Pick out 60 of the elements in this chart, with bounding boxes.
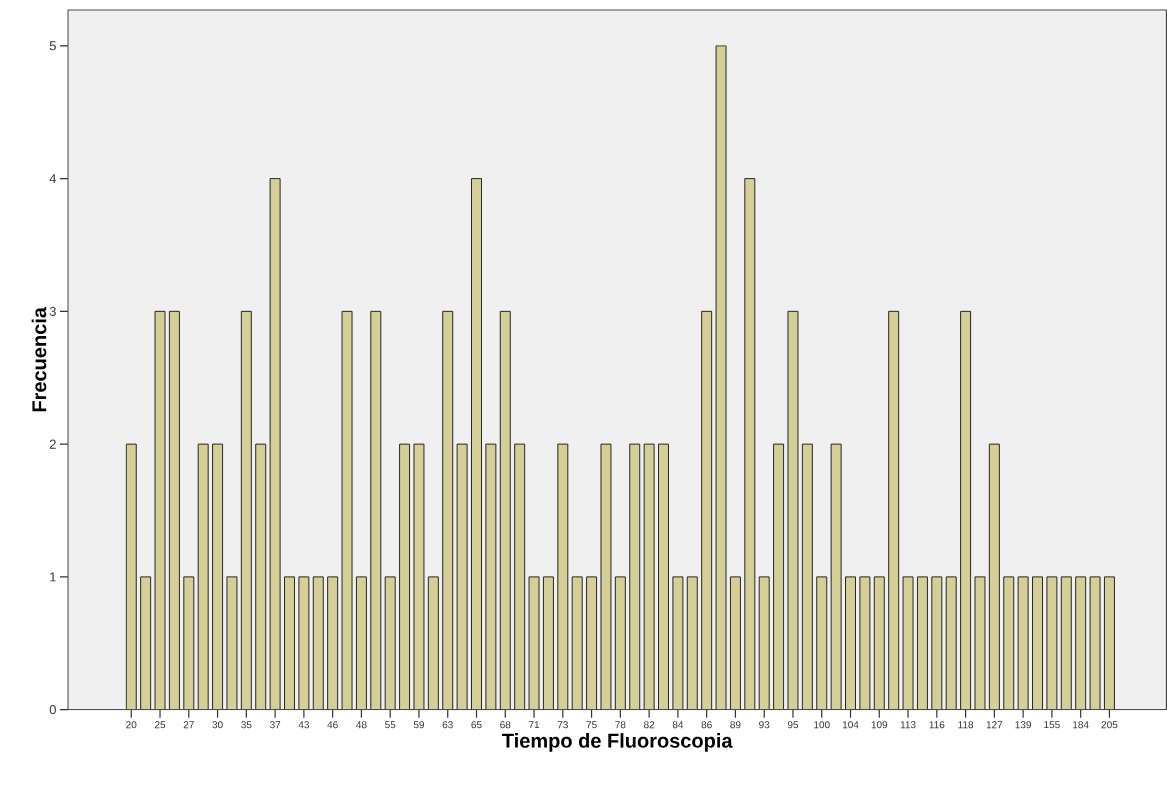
x-tick-label: 71 — [529, 721, 540, 729]
y-tick-label: 5 — [49, 41, 56, 51]
bar — [888, 311, 900, 710]
x-tick-label: 116 — [929, 721, 945, 729]
x-tick-label: 113 — [900, 721, 916, 729]
bar — [125, 443, 137, 710]
bar — [212, 443, 224, 710]
bar — [442, 311, 454, 710]
x-tick-label: 73 — [557, 721, 568, 729]
bar — [658, 443, 669, 710]
bar — [629, 443, 641, 710]
x-tick-label: 25 — [154, 721, 166, 729]
bar — [255, 443, 267, 710]
bar — [744, 178, 756, 710]
y-tick-label: 1 — [50, 572, 56, 582]
x-tick-label: 104 — [842, 721, 859, 729]
bar — [240, 311, 252, 710]
x-tick-label: 43 — [298, 721, 310, 729]
x-tick-label: 118 — [958, 721, 974, 729]
x-tick-label: 65 — [471, 721, 482, 729]
x-tick-label: 48 — [356, 721, 367, 729]
x-tick-label: 127 — [986, 721, 1003, 729]
x-tick-label: 93 — [759, 721, 770, 729]
bar — [801, 443, 813, 710]
x-tick-label: 95 — [787, 721, 799, 729]
y-axis-title: Frecuencia — [31, 307, 47, 412]
x-tick-label: 63 — [442, 721, 453, 729]
x-tick-label: 84 — [672, 721, 684, 729]
x-tick-label: 30 — [212, 721, 223, 729]
x-tick-label: 78 — [615, 721, 626, 729]
x-tick-label: 86 — [701, 721, 712, 729]
bar — [197, 443, 209, 710]
x-tick-label: 109 — [871, 721, 888, 729]
x-tick-label: 75 — [586, 721, 597, 729]
x-tick-label: 100 — [814, 721, 830, 729]
bar — [471, 178, 482, 710]
bar — [701, 311, 713, 710]
bar — [499, 311, 511, 710]
x-tick-label: 37 — [269, 721, 281, 729]
x-tick-label: 184 — [1073, 721, 1089, 729]
x-tick-label: 20 — [126, 721, 137, 729]
x-tick-label: 205 — [1101, 721, 1118, 729]
x-tick-label: 155 — [1044, 721, 1060, 729]
x-tick-label: 82 — [644, 721, 655, 729]
x-tick-label: 27 — [183, 721, 194, 729]
x-axis-title: Tiempo de Fluoroscopia — [502, 733, 733, 752]
x-tick-label: 55 — [385, 721, 396, 729]
y-tick-label: 4 — [49, 174, 57, 184]
x-tick-label: 59 — [413, 721, 425, 729]
x-tick-label: 139 — [1015, 721, 1032, 729]
bar — [168, 311, 180, 710]
y-tick-label: 0 — [49, 705, 56, 715]
x-tick-label: 35 — [241, 721, 252, 729]
x-tick-label: 68 — [500, 721, 511, 729]
y-tick-label: 3 — [49, 306, 56, 317]
bar — [370, 311, 382, 710]
y-tick-label: 2 — [49, 439, 56, 449]
x-tick-label: 46 — [327, 721, 338, 729]
x-tick-label: 89 — [730, 721, 741, 729]
bar — [960, 311, 972, 710]
